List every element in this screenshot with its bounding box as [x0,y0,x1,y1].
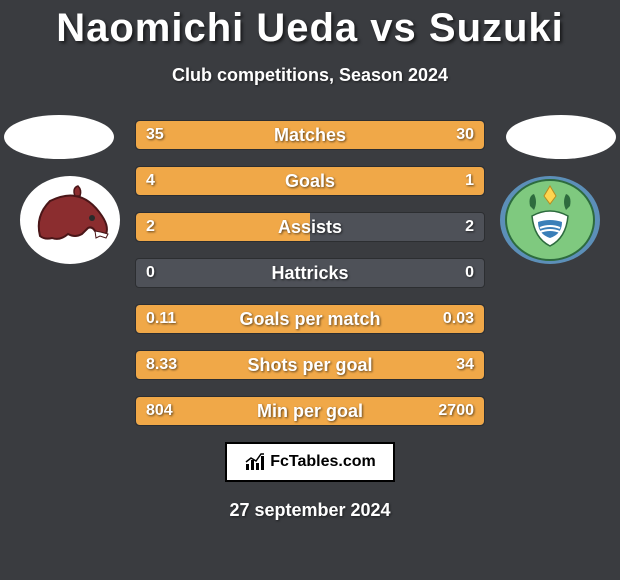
page-title: Naomichi Ueda vs Suzuki [0,0,620,51]
stat-bar: 3530Matches [135,120,485,150]
stat-label: Hattricks [136,259,484,287]
team-badge-left [20,176,120,264]
stat-label: Matches [136,121,484,149]
player-flag-left [4,115,114,159]
stat-label: Shots per goal [136,351,484,379]
team-badge-right [500,176,600,264]
stat-bars: 3530Matches 41Goals 22Assists 00Hattricks 0.… [135,120,485,426]
coyote-icon [20,176,120,264]
crest-icon [500,176,600,264]
stat-label: Assists [136,213,484,241]
stat-bar: 0.110.03Goals per match [135,304,485,334]
player-flag-right [506,115,616,159]
chart-icon [244,452,266,472]
subtitle: Club competitions, Season 2024 [0,65,620,86]
stat-bar: 8042700Min per goal [135,396,485,426]
brand-box[interactable]: FcTables.com [225,442,395,482]
stat-bar: 00Hattricks [135,258,485,288]
stat-bar: 22Assists [135,212,485,242]
date: 27 september 2024 [0,500,620,521]
brand-text: FcTables.com [270,453,376,471]
stat-label: Min per goal [136,397,484,425]
stat-label: Goals [136,167,484,195]
stat-bar: 8.3334Shots per goal [135,350,485,380]
stat-label: Goals per match [136,305,484,333]
stat-bar: 41Goals [135,166,485,196]
